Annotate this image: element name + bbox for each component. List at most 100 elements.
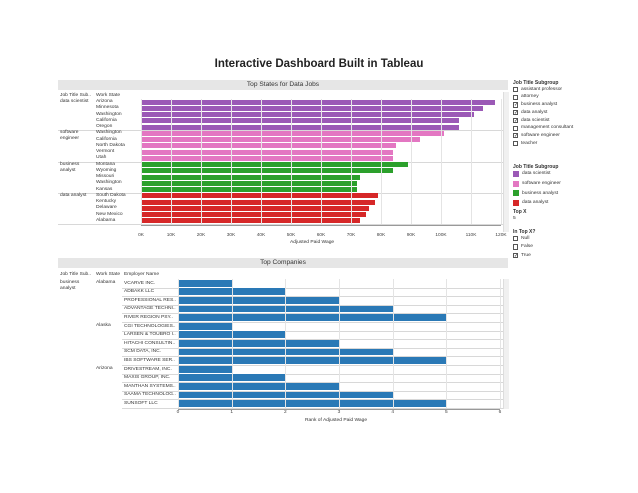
top-states-scrollbar[interactable] bbox=[503, 92, 509, 232]
job-title-checkbox[interactable] bbox=[513, 94, 519, 100]
top-states-header: Top States for Data Jobs bbox=[58, 80, 508, 90]
top-states-x-tick: 70K bbox=[346, 233, 356, 238]
top-companies-gridline bbox=[231, 279, 233, 408]
job-title-filter-label[interactable]: data scientist bbox=[521, 117, 550, 123]
top-states-bar[interactable] bbox=[141, 124, 459, 130]
job-title-filter-title: Job Title Subgroup bbox=[513, 80, 559, 86]
top-states-x-tick: 20K bbox=[196, 233, 206, 238]
top-companies-header: Top Companies bbox=[58, 258, 508, 268]
top-states-bar[interactable] bbox=[141, 180, 357, 186]
top-companies-row-divider bbox=[122, 330, 503, 332]
job-title-checkbox[interactable]: ✓ bbox=[513, 102, 519, 109]
top-states-bar[interactable] bbox=[141, 130, 444, 136]
top-companies-employer-label: LARSEN & TOUBRO I.. bbox=[124, 332, 176, 338]
top-companies-employer-label: RIVER REGION PSY.. bbox=[124, 314, 173, 320]
top-states-bar[interactable] bbox=[141, 162, 408, 168]
top-states-state-label: Minnesota bbox=[96, 105, 119, 111]
in-top-x-label[interactable]: Null bbox=[521, 235, 530, 241]
top-companies-employer-label: PROFESSIONAL RES.. bbox=[124, 297, 176, 303]
top-companies-employer-label: SAAMA TECHNOLOG.. bbox=[124, 392, 176, 398]
top-states-bar[interactable] bbox=[141, 174, 360, 180]
top-companies-x-tick: 0 bbox=[176, 410, 180, 415]
top-states-state-label: South Dakota bbox=[96, 192, 126, 198]
top-companies-row-divider bbox=[122, 399, 503, 401]
top-companies-x-tick: 6 bbox=[498, 410, 502, 415]
top-states-bar[interactable] bbox=[141, 205, 369, 211]
color-legend-label[interactable]: data analyst bbox=[522, 200, 549, 206]
top-companies-row-divider bbox=[122, 322, 503, 323]
top-companies-bar[interactable] bbox=[178, 357, 447, 364]
top-companies-gridline bbox=[392, 279, 394, 408]
job-title-checkbox[interactable]: ✓ bbox=[513, 133, 519, 140]
top-states-state-label: Missouri bbox=[96, 174, 115, 179]
top-companies-scrollbar[interactable] bbox=[503, 279, 509, 409]
top-states-bar[interactable] bbox=[141, 118, 459, 124]
top-states-gridline bbox=[201, 99, 202, 224]
top-states-state-label: Arizona bbox=[96, 99, 113, 104]
color-legend-swatch[interactable] bbox=[513, 199, 519, 206]
top-companies-bar[interactable] bbox=[178, 383, 339, 390]
job-title-filter-label[interactable]: software engineer bbox=[521, 132, 560, 138]
top-companies-bar[interactable] bbox=[178, 365, 232, 373]
top-companies-job-title: business analyst bbox=[60, 280, 80, 291]
job-title-checkbox[interactable] bbox=[513, 87, 519, 93]
job-title-filter-label[interactable]: attorney bbox=[521, 94, 539, 100]
color-legend-label[interactable]: software engineer bbox=[522, 180, 561, 186]
top-companies-bar[interactable] bbox=[178, 314, 447, 321]
color-legend-swatch[interactable] bbox=[513, 180, 519, 187]
top-states-bar[interactable] bbox=[141, 193, 378, 199]
top-companies-bar[interactable] bbox=[178, 340, 339, 347]
top-states-group-label: data scientist bbox=[60, 99, 89, 104]
top-states-bar[interactable] bbox=[141, 168, 393, 174]
top-states-bar[interactable] bbox=[141, 212, 366, 218]
color-legend-swatch[interactable] bbox=[513, 171, 519, 177]
color-legend-swatch[interactable] bbox=[513, 190, 519, 197]
top-companies-row-divider bbox=[122, 390, 503, 392]
top-companies-x-tick: 3 bbox=[337, 410, 341, 415]
top-states-gridline bbox=[381, 99, 382, 224]
top-companies-x-tick: 4 bbox=[391, 410, 394, 415]
top-companies-col-work-state: Work State bbox=[96, 272, 121, 277]
top-states-bar[interactable] bbox=[141, 137, 420, 143]
dashboard-title: Interactive Dashboard Built in Tableau bbox=[214, 58, 424, 70]
color-legend-label[interactable]: data scientist bbox=[522, 171, 551, 177]
top-companies-bar[interactable] bbox=[178, 279, 232, 287]
in-top-x-label[interactable]: True bbox=[521, 252, 531, 258]
job-title-filter-label[interactable]: teacher bbox=[521, 140, 538, 146]
top-states-bar[interactable] bbox=[141, 105, 483, 111]
top-companies-employer-label: CGI TECHNOLOGIES.. bbox=[124, 323, 176, 329]
top-states-bar[interactable] bbox=[141, 199, 375, 205]
top-states-bar[interactable] bbox=[141, 149, 393, 155]
top-states-bar[interactable] bbox=[141, 187, 357, 193]
in-top-x-label[interactable]: False bbox=[521, 244, 533, 250]
in-top-x-checkbox[interactable] bbox=[513, 236, 519, 242]
top-states-bar[interactable] bbox=[141, 99, 495, 105]
top-companies-bar[interactable] bbox=[178, 400, 447, 407]
top-companies-bar[interactable] bbox=[178, 297, 339, 304]
job-title-filter-label[interactable]: business analyst bbox=[521, 102, 558, 108]
job-title-filter-label[interactable]: data analyst bbox=[521, 109, 548, 115]
top-states-state-label: Delaware bbox=[96, 205, 117, 211]
top-states-x-tick: 90K bbox=[406, 233, 416, 238]
top-companies-bar[interactable] bbox=[178, 322, 232, 330]
top-companies-row-divider bbox=[122, 296, 503, 298]
top-states-bar[interactable] bbox=[141, 112, 474, 118]
top-states-x-tick: 80K bbox=[376, 233, 386, 238]
top-states-x-tick: 50K bbox=[286, 233, 296, 238]
job-title-checkbox[interactable] bbox=[513, 125, 519, 131]
in-top-x-checkbox[interactable]: ✓ bbox=[513, 252, 519, 259]
job-title-checkbox[interactable]: ✓ bbox=[513, 117, 519, 124]
top-companies-gridline bbox=[178, 279, 179, 408]
job-title-filter-label[interactable]: management consultant bbox=[521, 125, 574, 131]
top-states-bar[interactable] bbox=[141, 218, 360, 224]
in-top-x-checkbox[interactable] bbox=[513, 244, 519, 250]
top-states-bar[interactable] bbox=[141, 155, 393, 161]
job-title-checkbox[interactable]: ✓ bbox=[513, 110, 519, 117]
in-top-x-title: In Top X? bbox=[513, 229, 536, 235]
top-states-bar[interactable] bbox=[141, 143, 396, 149]
top-states-x-tick: 120K bbox=[495, 233, 507, 238]
top-x-value[interactable]: 5 bbox=[513, 216, 516, 221]
color-legend-label[interactable]: business analyst bbox=[522, 190, 559, 196]
job-title-filter-label[interactable]: assistant professor bbox=[521, 86, 563, 92]
job-title-checkbox[interactable] bbox=[513, 140, 519, 147]
